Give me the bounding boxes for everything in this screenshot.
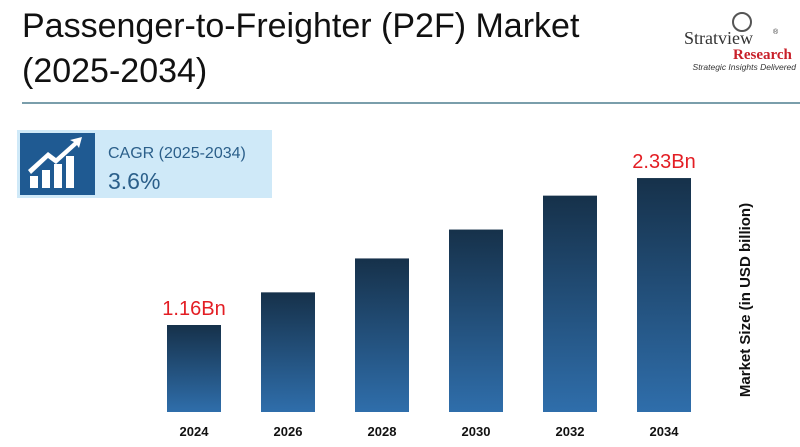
cagr-label: CAGR (2025-2034) bbox=[108, 145, 246, 162]
bar bbox=[543, 195, 597, 412]
x-tick-label: 2034 bbox=[650, 424, 680, 439]
bar bbox=[167, 325, 221, 412]
logo-icon bbox=[732, 12, 752, 32]
value-label: 1.16Bn bbox=[162, 298, 225, 320]
bar bbox=[637, 178, 691, 412]
bar bbox=[261, 292, 315, 412]
x-tick-label: 2024 bbox=[180, 424, 210, 439]
logo-sub: Research bbox=[733, 47, 793, 63]
logo-name: Stratview bbox=[684, 28, 753, 48]
cagr-icon bbox=[28, 137, 82, 188]
logo-tagline: Strategic Insights Delivered bbox=[693, 62, 797, 72]
x-tick-label: 2032 bbox=[556, 424, 585, 439]
logo-mark: ® bbox=[773, 28, 779, 36]
bar bbox=[449, 229, 503, 412]
chart-title: Passenger-to-Freighter (P2F) Market (202… bbox=[22, 7, 580, 90]
value-label: 2.33Bn bbox=[632, 151, 695, 173]
x-tick-label: 2026 bbox=[274, 424, 303, 439]
x-tick-label: 2030 bbox=[462, 424, 491, 439]
cagr-value: 3.6% bbox=[108, 168, 160, 194]
x-tick-label: 2028 bbox=[368, 424, 397, 439]
y-axis-label: Market Size (in USD billion) bbox=[737, 203, 754, 397]
bar bbox=[355, 258, 409, 412]
